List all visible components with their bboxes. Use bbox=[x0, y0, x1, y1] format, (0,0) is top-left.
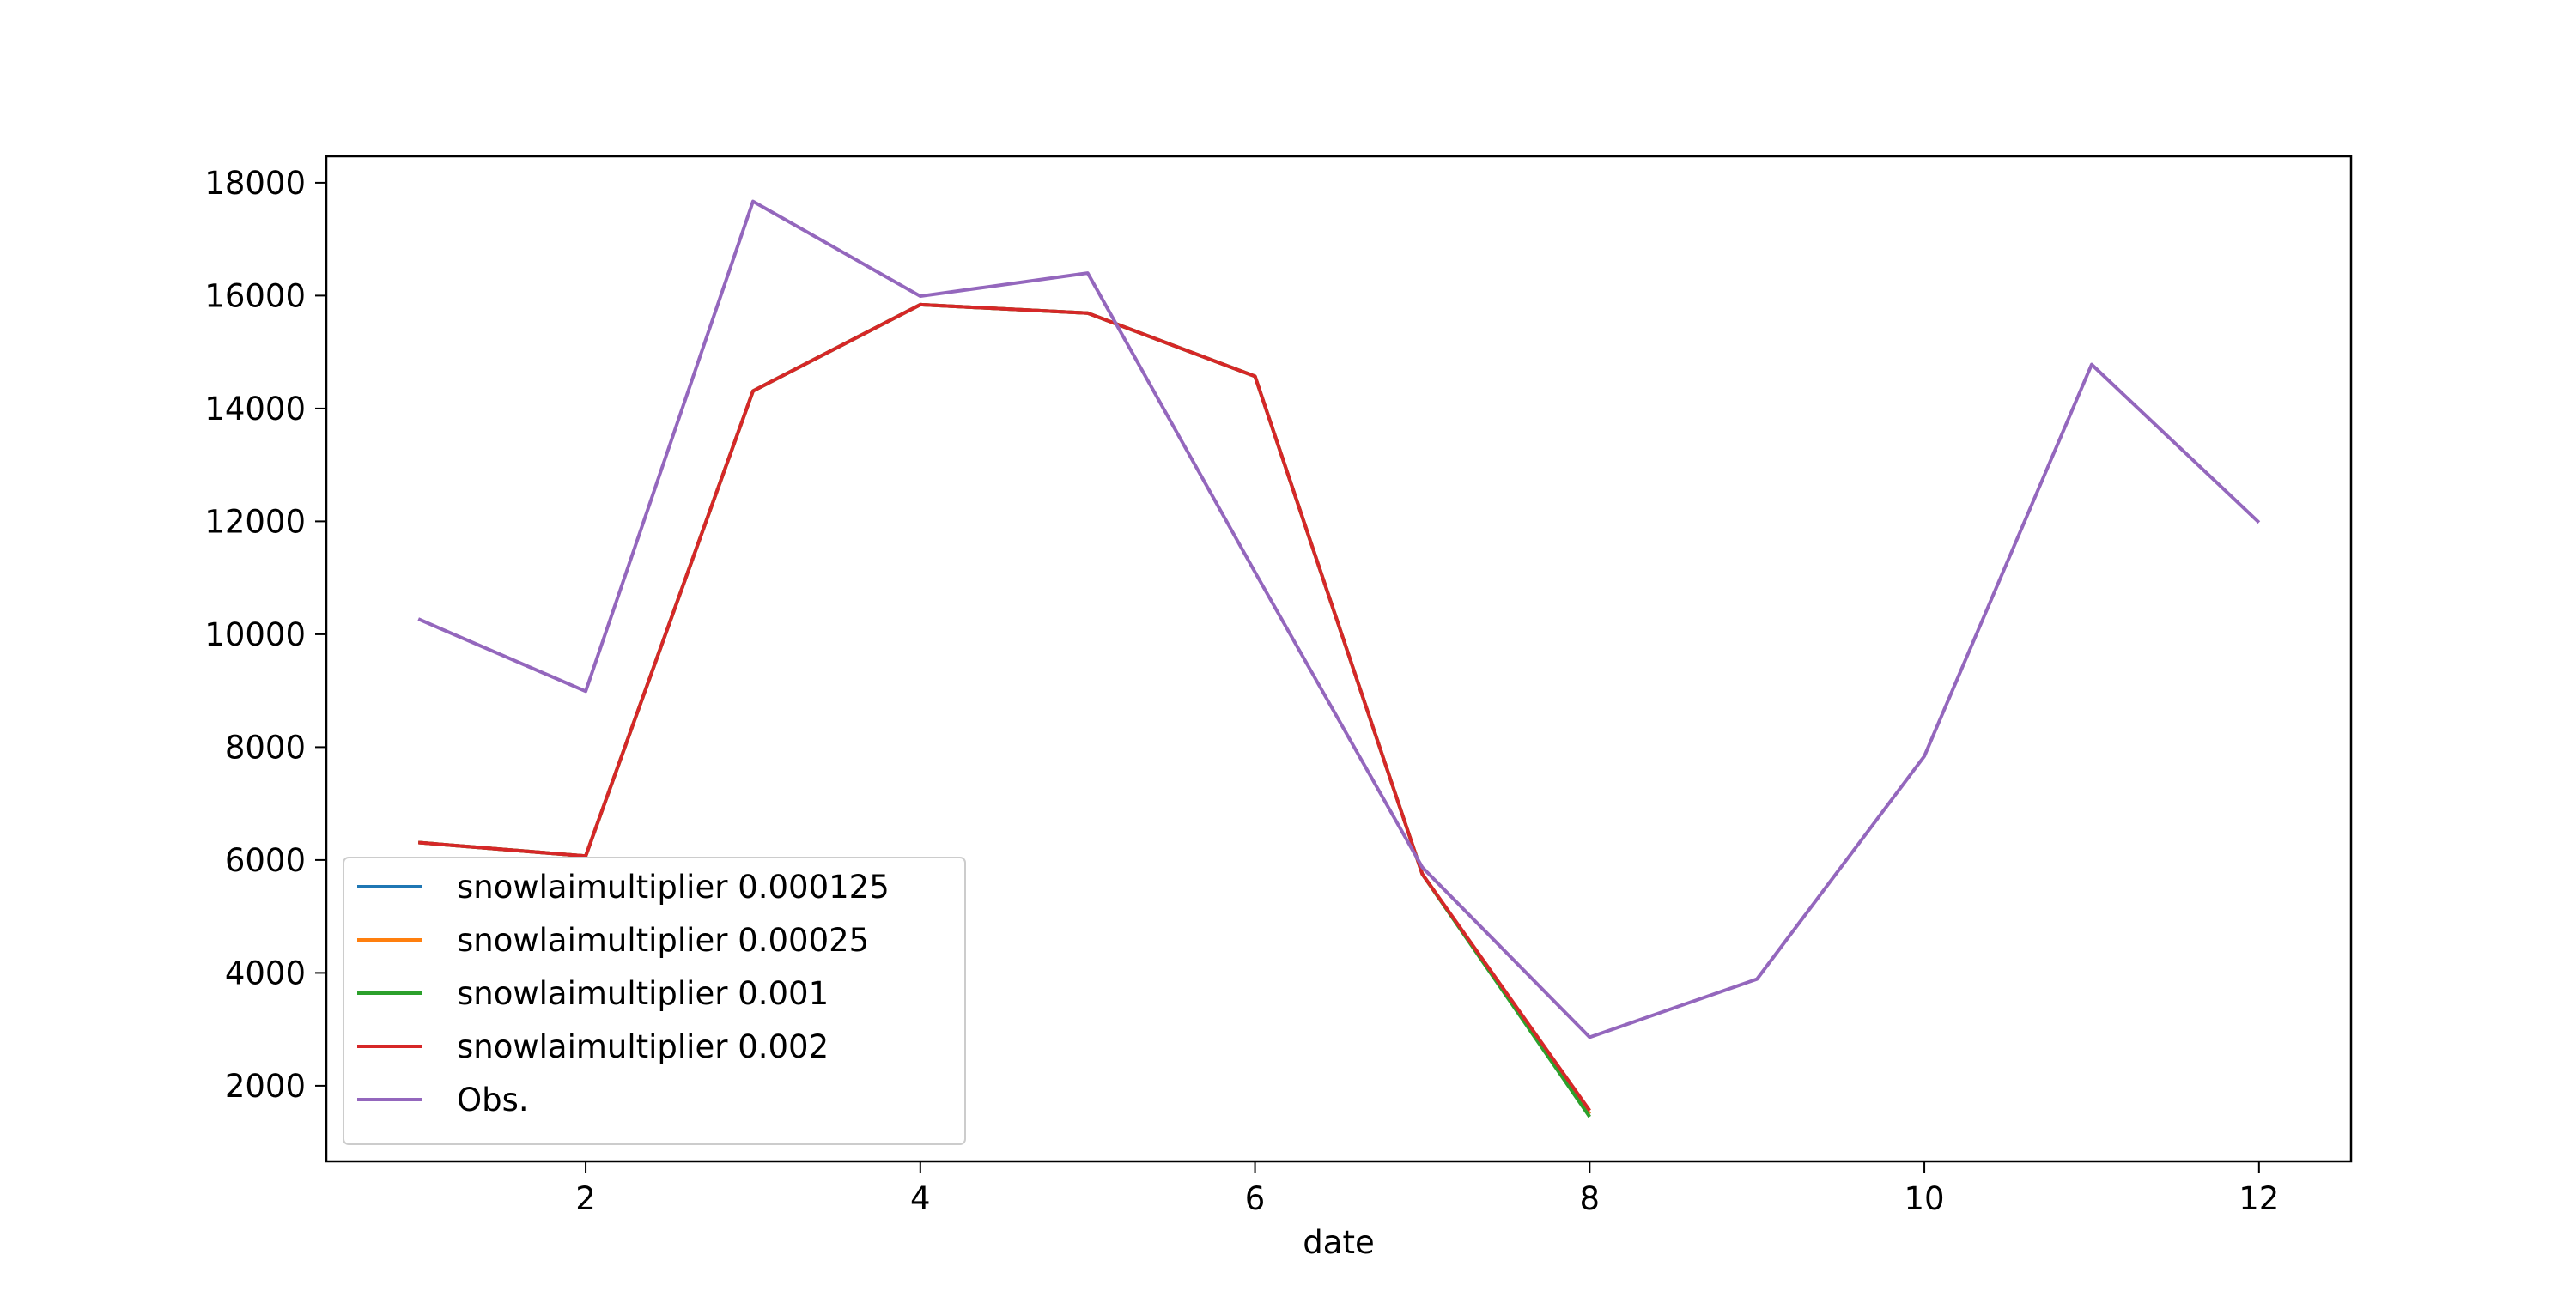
legend-box bbox=[343, 857, 966, 1145]
y-tick-label: 12000 bbox=[204, 503, 306, 540]
y-tick-label: 16000 bbox=[204, 277, 306, 314]
x-tick-label: 10 bbox=[1905, 1180, 1945, 1217]
axes-frame bbox=[325, 155, 2353, 1163]
x-tick-label: 2 bbox=[575, 1180, 596, 1217]
x-tick-label: 12 bbox=[2239, 1180, 2279, 1217]
x-tick-label: 4 bbox=[910, 1180, 931, 1217]
series-line bbox=[418, 302, 1591, 1112]
y-tick-label: 2000 bbox=[225, 1068, 306, 1105]
x-tick-label: 8 bbox=[1580, 1180, 1601, 1217]
y-tick-label: 14000 bbox=[204, 391, 306, 427]
legend-label: Obs. bbox=[457, 1082, 529, 1118]
y-tick-label: 6000 bbox=[225, 842, 306, 879]
series-line bbox=[417, 199, 2261, 1039]
legend-label: snowlaimultiplier 0.000125 bbox=[457, 869, 890, 906]
legend-label: snowlaimultiplier 0.001 bbox=[457, 975, 829, 1012]
legend-label: snowlaimultiplier 0.002 bbox=[457, 1028, 829, 1065]
y-tick-label: 18000 bbox=[204, 165, 306, 202]
x-tick-label: 6 bbox=[1245, 1180, 1266, 1217]
x-axis-label: date bbox=[1303, 1224, 1374, 1261]
legend-label: snowlaimultiplier 0.00025 bbox=[457, 922, 869, 959]
y-tick-label: 8000 bbox=[225, 729, 306, 766]
y-tick-label: 4000 bbox=[225, 955, 306, 991]
legend: snowlaimultiplier 0.000125 snowlaimultipl… bbox=[343, 857, 966, 1145]
y-tick-label: 10000 bbox=[204, 616, 306, 653]
